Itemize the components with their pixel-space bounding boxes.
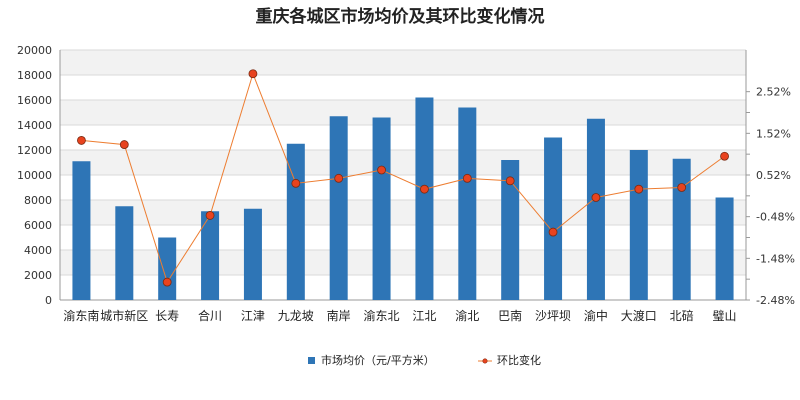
category-label: 渝东北 (364, 308, 400, 323)
line-point (462, 173, 472, 183)
category-label: 合川 (198, 308, 222, 323)
bar (458, 107, 477, 300)
bar (415, 97, 434, 300)
left-tick-label: 14000 (17, 119, 52, 132)
left-tick-label: 18000 (17, 69, 52, 82)
left-tick-label: 20000 (17, 44, 52, 57)
category-label: 九龙坡 (278, 309, 314, 323)
line-point (291, 178, 301, 188)
line-path (81, 72, 725, 284)
grid-band (60, 100, 746, 125)
category-label: 璧山 (713, 308, 737, 323)
line-point (591, 193, 601, 202)
right-tick-label: 1.52% (756, 127, 791, 140)
legend-bar-swatch (308, 357, 315, 364)
bar (115, 206, 134, 300)
category-label: 渝北 (455, 308, 479, 323)
line-point (248, 69, 258, 79)
category-label: 巴南 (498, 308, 522, 323)
left-y-axis: 0 2000 4000 6000 8000 10000 12000 14000 16000 180… (17, 44, 61, 307)
line-point (420, 184, 429, 194)
bar-series (72, 97, 734, 300)
left-tick-label: 6000 (24, 219, 52, 232)
left-tick-label: 0 (45, 294, 52, 307)
chart-title: 重庆各城区市场均价及其环比变化情况 (256, 6, 545, 27)
left-tick-label: 8000 (24, 194, 52, 207)
line-point (634, 184, 644, 194)
legend-line-marker (482, 358, 488, 364)
bar (586, 118, 605, 300)
legend-line-label: 环比变化 (497, 353, 541, 367)
line-series (77, 69, 729, 287)
bar (243, 208, 262, 300)
bar (629, 150, 648, 300)
category-label: 长寿 (155, 309, 179, 323)
bar (201, 211, 220, 300)
category-labels: 渝东南 城市新区 长寿 合川 江津 九龙坡 南岸 渝东北 江北 渝北 巴南 沙坪坝 渝中 大渡口 北碚 璧山 (63, 308, 736, 323)
legend: 市场均价（元/平方米） 环比变化 (308, 353, 541, 367)
right-y-axis: -2.48% -1.48% -0.48% 0.52% 1.52% 2.52% (745, 50, 795, 307)
category-label: 大渡口 (621, 308, 657, 323)
bar (329, 116, 348, 300)
bar (158, 237, 177, 300)
line-point (720, 151, 729, 161)
grid-band (60, 50, 746, 75)
line-point (119, 140, 129, 149)
category-label: 北碚 (670, 308, 694, 323)
category-label: 渝东南 (63, 308, 99, 323)
bar (501, 160, 520, 300)
right-tick-label: 2.52% (756, 86, 791, 99)
left-tick-label: 2000 (24, 269, 52, 282)
legend-bar-label: 市场均价（元/平方米） (321, 353, 435, 367)
bar (715, 197, 734, 300)
line-point (548, 227, 558, 237)
category-label: 沙坪坝 (535, 309, 571, 323)
right-tick-label: 0.52% (756, 169, 791, 182)
category-label: 江津 (241, 309, 265, 323)
right-tick-label: -0.48% (756, 211, 795, 224)
left-tick-label: 10000 (17, 169, 52, 182)
category-label: 南岸 (327, 308, 351, 323)
line-point (505, 176, 515, 186)
category-label: 江北 (412, 309, 436, 323)
line-point (334, 173, 344, 183)
right-tick-label: -1.48% (756, 252, 795, 265)
line-point (677, 183, 687, 192)
category-label: 渝中 (584, 308, 608, 323)
bar (372, 117, 391, 300)
left-tick-label: 12000 (17, 144, 52, 157)
category-label: 城市新区 (100, 308, 148, 323)
line-point (205, 211, 215, 220)
right-tick-label: -2.48% (756, 294, 795, 307)
left-tick-label: 4000 (24, 244, 52, 257)
line-point (162, 277, 172, 287)
bar (672, 158, 691, 300)
line-point (377, 165, 386, 175)
left-tick-label: 16000 (17, 94, 52, 107)
line-point (77, 136, 86, 145)
bar (544, 137, 563, 300)
bar (72, 161, 91, 300)
